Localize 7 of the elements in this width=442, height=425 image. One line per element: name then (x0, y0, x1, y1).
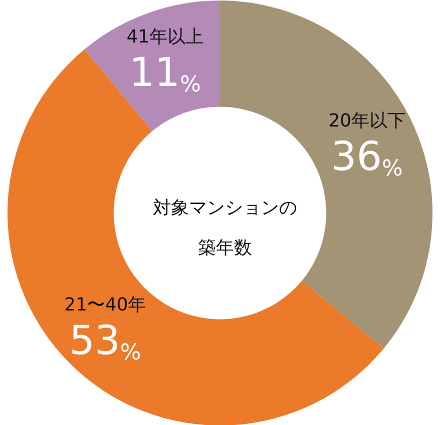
slice-label: 41年以上 (126, 26, 204, 48)
data-label: 36% (331, 134, 403, 182)
slice-label: 21〜40年 (64, 294, 146, 316)
slice-label: 20年以下 (328, 110, 406, 132)
data-label: 11% (129, 50, 201, 98)
data-label: 53% (69, 318, 142, 366)
text: 対象マンションの築年数 (153, 198, 297, 258)
